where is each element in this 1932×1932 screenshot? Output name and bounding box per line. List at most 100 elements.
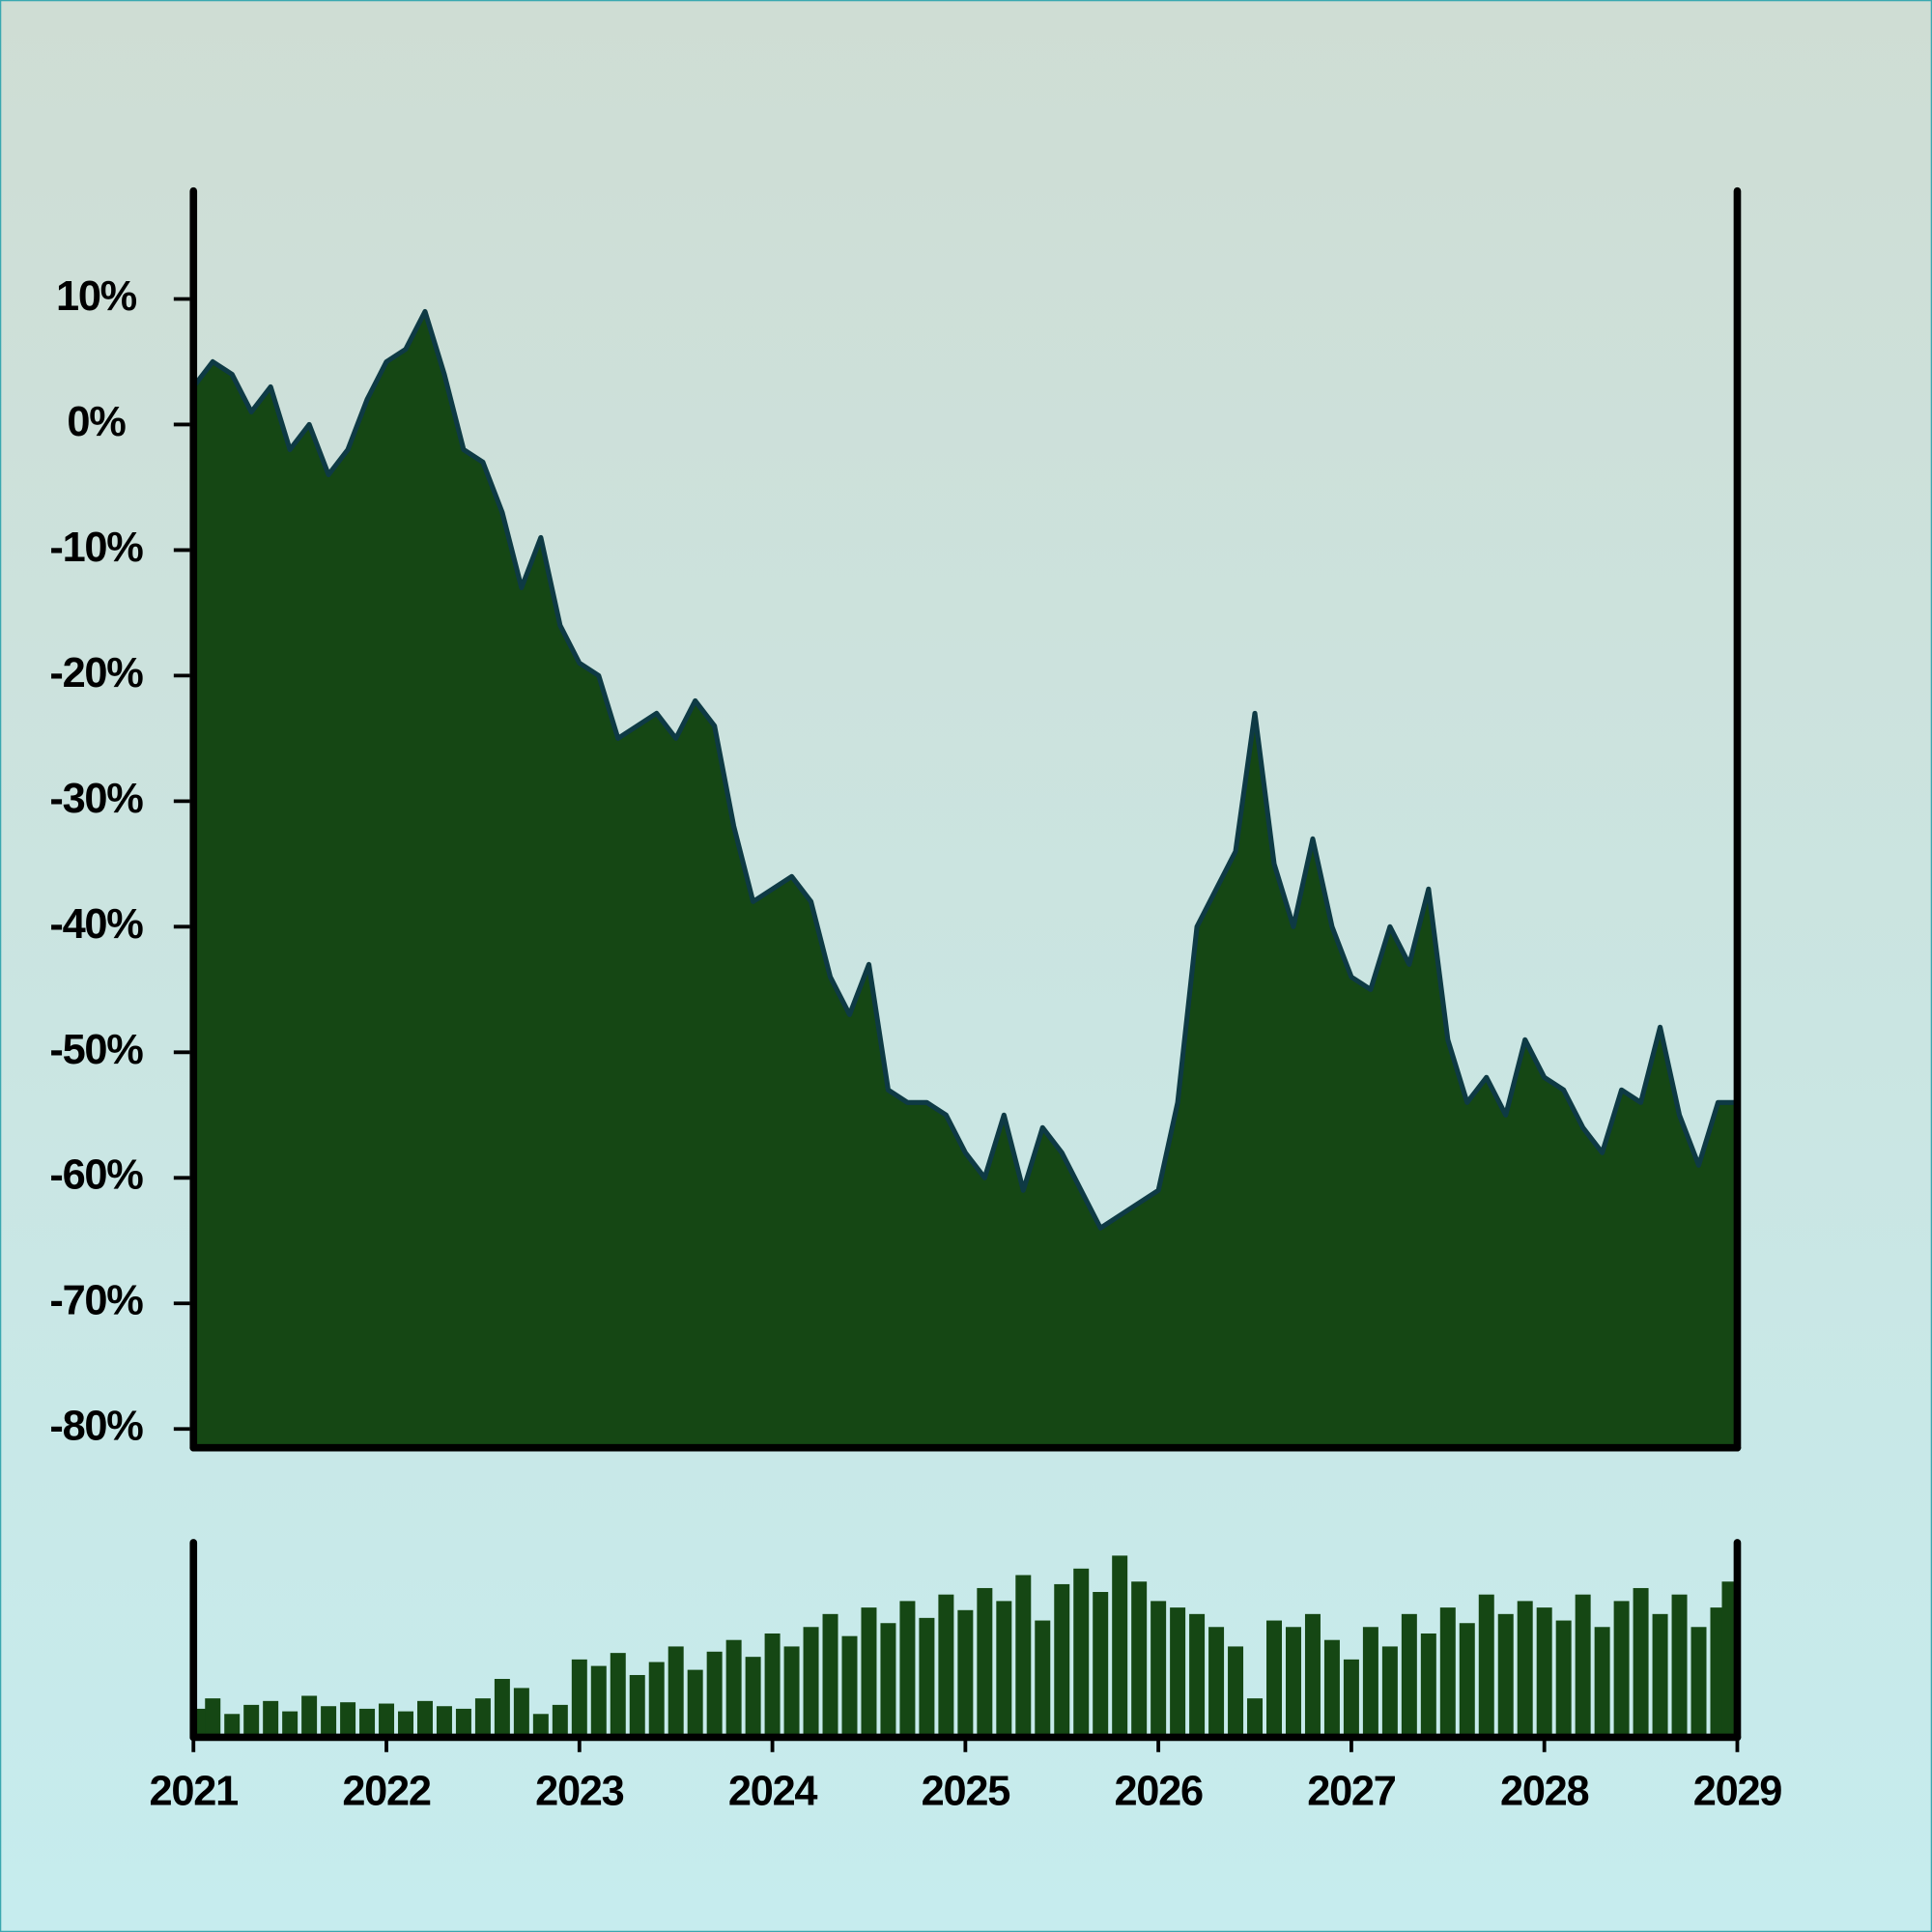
volume-bar xyxy=(1575,1594,1591,1738)
volume-bar xyxy=(532,1714,549,1738)
volume-bar xyxy=(745,1657,761,1738)
y-tick-label: -80% xyxy=(49,1404,143,1450)
x-tick-label: 2026 xyxy=(1114,1769,1203,1815)
volume-bar xyxy=(1420,1633,1436,1738)
volume-bar xyxy=(416,1700,433,1738)
volume-bar xyxy=(1381,1646,1398,1738)
volume-bar xyxy=(1343,1659,1359,1738)
y-tick-label: -30% xyxy=(49,776,143,822)
volume-bar xyxy=(243,1704,260,1738)
volume-bar xyxy=(1208,1627,1225,1738)
volume-bar xyxy=(1170,1607,1186,1738)
y-tick-label: 10% xyxy=(56,273,137,320)
volume-bar xyxy=(455,1708,471,1738)
volume-bar xyxy=(841,1635,858,1738)
line xyxy=(191,308,1738,1231)
y-tick-label: 0% xyxy=(67,399,126,445)
volume-bar xyxy=(725,1639,742,1738)
volume-bar xyxy=(822,1613,838,1738)
volume-bar xyxy=(359,1708,376,1738)
volume-bar xyxy=(224,1714,241,1738)
volume-bar xyxy=(668,1646,684,1738)
volume-bar xyxy=(571,1659,587,1738)
x-tick-label: 2028 xyxy=(1500,1769,1589,1815)
x-tick-label: 2025 xyxy=(922,1769,1010,1815)
volume-bar xyxy=(783,1646,800,1738)
volume-bar xyxy=(513,1688,529,1738)
volume-bar xyxy=(301,1695,318,1738)
volume-bar xyxy=(1536,1607,1552,1738)
y-tick-label: -60% xyxy=(49,1152,143,1199)
volume-bar xyxy=(706,1651,723,1738)
volume-bar xyxy=(803,1627,819,1738)
y-tick-label: -40% xyxy=(49,901,143,948)
volume-bar xyxy=(1285,1627,1301,1738)
y-tick-label: -20% xyxy=(49,650,143,696)
volume-bar xyxy=(648,1662,665,1738)
volume-bar xyxy=(629,1674,645,1738)
volume-bar xyxy=(1459,1623,1475,1738)
volume-bar xyxy=(1093,1591,1109,1738)
volume-bar xyxy=(687,1669,703,1738)
volume-bar xyxy=(321,1706,337,1738)
volume-bar xyxy=(1323,1639,1340,1738)
x-tick-label: 2023 xyxy=(535,1769,624,1815)
area xyxy=(193,311,1738,1448)
volume-bar xyxy=(193,1708,210,1738)
volume-bar xyxy=(1401,1613,1417,1738)
volume-bar xyxy=(282,1711,298,1738)
volume-bar xyxy=(1247,1698,1264,1738)
volume-bar xyxy=(205,1698,221,1738)
volume-bar xyxy=(977,1587,993,1738)
volume-bar xyxy=(1015,1575,1032,1738)
volume-bar xyxy=(1151,1601,1167,1738)
volume-bar xyxy=(590,1665,607,1738)
volume-bar xyxy=(938,1594,954,1738)
volume-bar xyxy=(861,1607,877,1738)
x-tick-label: 2021 xyxy=(150,1769,239,1815)
volume-bar xyxy=(610,1653,626,1738)
y-tick-label: -50% xyxy=(49,1027,143,1073)
volume-bar xyxy=(1594,1627,1610,1738)
volume-bar xyxy=(398,1711,414,1738)
volume-bar xyxy=(1517,1601,1533,1738)
y-tick-label: -70% xyxy=(49,1278,143,1324)
volume-bar xyxy=(1189,1613,1206,1738)
volume-bar xyxy=(1555,1620,1572,1738)
volume-bar xyxy=(764,1633,781,1738)
volume-bar xyxy=(880,1623,896,1738)
volume-bar xyxy=(1613,1601,1630,1738)
volume-bar xyxy=(552,1704,568,1738)
volume-bar xyxy=(1478,1594,1494,1738)
volume-bar xyxy=(1497,1613,1514,1738)
volume-bar xyxy=(919,1617,935,1738)
volume-bar xyxy=(1671,1594,1688,1738)
volume-bar xyxy=(1228,1646,1244,1738)
volume-bar xyxy=(1073,1568,1090,1738)
volume-bar xyxy=(1439,1607,1456,1738)
volume-bar xyxy=(1721,1581,1738,1738)
volume-bar xyxy=(1652,1613,1668,1738)
volume-bar xyxy=(1112,1555,1128,1738)
volume-bar xyxy=(494,1679,510,1738)
x-tick-label: 2029 xyxy=(1693,1769,1782,1815)
volume-bar xyxy=(899,1601,916,1738)
x-tick-label: 2022 xyxy=(342,1769,431,1815)
y-tick-label: -10% xyxy=(49,525,143,571)
x-tick-label: 2027 xyxy=(1307,1769,1396,1815)
volume-bar xyxy=(263,1700,279,1738)
x-tick-label: 2024 xyxy=(728,1769,818,1815)
volume-bar xyxy=(1304,1613,1321,1738)
volume-bar xyxy=(379,1703,395,1738)
volume-bar xyxy=(1054,1583,1070,1738)
volume-bar xyxy=(340,1702,356,1738)
volume-bar xyxy=(1035,1620,1051,1738)
volume-bar xyxy=(957,1609,974,1738)
volume-bar xyxy=(1131,1581,1148,1738)
volume-bar xyxy=(474,1698,491,1738)
volume-bar xyxy=(996,1601,1012,1738)
volume-bar xyxy=(1690,1627,1707,1738)
plot-area: 10% 0% -10% -20% -30% -40% -50% -60% -70% -80% 202… xyxy=(49,186,1783,1815)
